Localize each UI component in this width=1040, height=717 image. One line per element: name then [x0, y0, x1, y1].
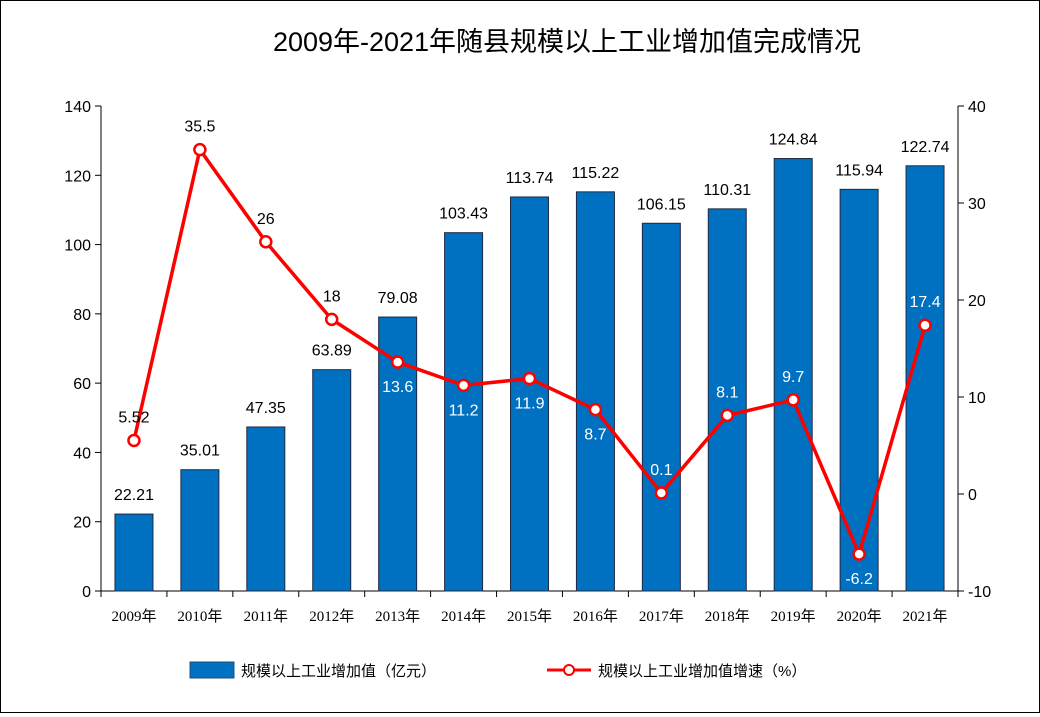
- y-right-tick-label: 10: [968, 390, 986, 407]
- bar-value-label: 115.94: [835, 162, 883, 179]
- legend-line-marker: [563, 664, 575, 676]
- rate-value-label: 17.4: [909, 294, 940, 311]
- y-right-tick-label: 0: [968, 487, 977, 504]
- bar: [444, 232, 484, 592]
- bar-value-label: 22.21: [114, 487, 154, 504]
- bar: [641, 222, 681, 592]
- rate-point: [193, 142, 207, 157]
- rate-value-label: 11.9: [515, 396, 545, 413]
- rate-point: [720, 408, 735, 423]
- bar: [114, 513, 154, 592]
- rate-point: [522, 371, 537, 386]
- rate-point: [390, 355, 405, 369]
- rate-value-label: 9.7: [782, 369, 804, 386]
- bar: [773, 158, 813, 592]
- x-tick-label: 2014年: [441, 608, 486, 625]
- y-left-tick-label: 120: [64, 168, 91, 185]
- bar: [575, 191, 615, 592]
- rate-point: [852, 547, 866, 561]
- rate-value-label: 35.5: [184, 119, 215, 136]
- x-tick-label: 2016年: [573, 608, 618, 625]
- rate-point: [259, 235, 273, 249]
- x-tick-label: 2020年: [837, 608, 882, 625]
- x-tick-label: 2009年: [111, 608, 156, 625]
- bar-value-label: 35.01: [180, 443, 220, 460]
- x-tick-label: 2021年: [903, 608, 948, 625]
- y-left-tick-label: 0: [82, 584, 91, 601]
- rate-value-label: 0.1: [650, 462, 672, 479]
- rate-value-label: 11.2: [449, 402, 479, 419]
- y-right-tick-label: 30: [968, 196, 986, 213]
- rate-point: [786, 393, 800, 407]
- rate-point: [456, 378, 471, 393]
- bar-value-label: 110.31: [703, 182, 751, 199]
- rate-value-label: 18: [323, 288, 341, 305]
- x-tick-label: 2012年: [309, 608, 354, 625]
- chart-title: 2009年-2021年随县规模以上工业增加值完成情况: [273, 27, 861, 57]
- x-tick-label: 2019年: [771, 608, 816, 625]
- bar: [180, 469, 220, 592]
- rate-point: [324, 312, 339, 327]
- legend-label-line: 规模以上工业增加值增速（%）: [598, 663, 806, 680]
- y-right-tick-label: -10: [968, 584, 991, 601]
- y-left-tick-label: 140: [64, 99, 91, 116]
- y-right-tick-label: 20: [968, 293, 986, 310]
- bar-value-label: 124.84: [769, 132, 818, 149]
- bar-value-label: 106.15: [637, 196, 686, 213]
- bar: [905, 165, 945, 592]
- rate-value-label: 8.1: [716, 384, 738, 401]
- x-tick-label: 2015年: [507, 608, 552, 625]
- y-left-tick-label: 60: [73, 376, 91, 393]
- y-left-tick-label: 80: [73, 307, 91, 324]
- rate-value-label: 8.7: [584, 427, 606, 444]
- x-tick-label: 2013年: [375, 608, 420, 625]
- bar-value-label: 103.43: [439, 206, 488, 223]
- rate-point: [588, 402, 603, 417]
- bar: [707, 208, 747, 592]
- bar-value-label: 47.35: [246, 400, 286, 417]
- x-tick-label: 2010年: [177, 608, 222, 625]
- bar-value-label: 79.08: [378, 290, 418, 307]
- bar-value-label: 113.74: [506, 170, 554, 187]
- plot-area: 0 20 40 60 80 100 120 140 -10 0 10 20 30 40 2009年 2010年…: [64, 99, 991, 625]
- x-tick-label: 2018年: [705, 608, 750, 625]
- bar: [510, 196, 549, 592]
- y-right-tick-label: 40: [968, 99, 986, 116]
- bar: [312, 369, 352, 592]
- rate-value-label: -6.2: [845, 571, 873, 588]
- bar: [839, 188, 879, 592]
- legend-bar-swatch: [189, 661, 235, 679]
- y-left-tick-label: 100: [64, 238, 91, 255]
- rate-value-label: 26: [257, 211, 275, 228]
- x-tick-label: 2017年: [639, 608, 684, 625]
- bar-value-label: 115.22: [572, 165, 620, 182]
- bar: [246, 426, 286, 592]
- bar-value-label: 63.89: [312, 343, 352, 360]
- x-tick-label: 2011年: [244, 608, 288, 625]
- legend-label-bar: 规模以上工业增加值（亿元）: [241, 663, 436, 680]
- y-left-tick-label: 20: [73, 515, 91, 532]
- rate-value-label: 13.6: [382, 379, 413, 396]
- rate-point: [654, 486, 669, 500]
- rate-point: [918, 318, 932, 332]
- legend: 规模以上工业增加值（亿元） 规模以上工业增加值增速（%）: [189, 661, 806, 680]
- rate-point: [127, 433, 141, 448]
- bar-value-label: 122.74: [901, 139, 950, 156]
- rate-value-label: 5.52: [118, 409, 149, 426]
- y-left-tick-label: 40: [73, 445, 91, 462]
